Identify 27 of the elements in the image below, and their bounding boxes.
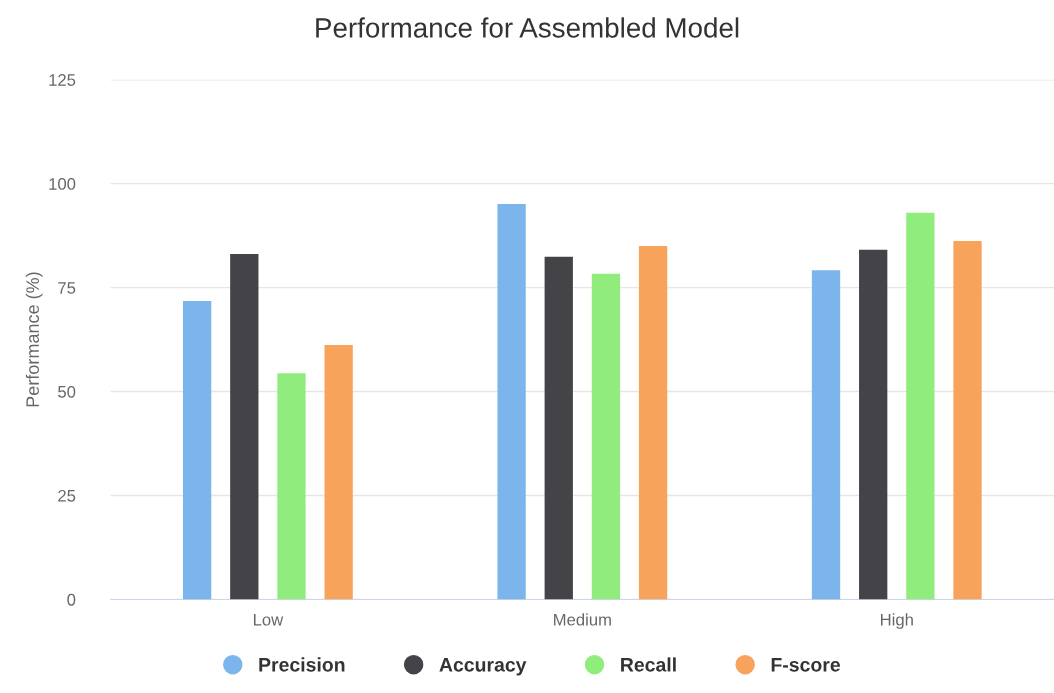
- y-axis-title: Performance (%): [25, 272, 43, 407]
- y-tick-label: 100: [49, 178, 76, 190]
- y-tick-label: 75: [58, 282, 76, 294]
- bar: [230, 253, 259, 600]
- chart-title: Performance for Assembled Model: [316, 17, 739, 38]
- y-tick-label: 0: [67, 593, 76, 606]
- bar: [497, 204, 526, 600]
- bar: [638, 246, 668, 600]
- y-tick-label: 50: [58, 385, 76, 398]
- legend-label: Precision: [259, 657, 345, 672]
- x-tick-label: Medium: [554, 613, 611, 626]
- bar: [182, 300, 212, 600]
- legend-label: F-score: [771, 658, 841, 672]
- bar: [953, 241, 982, 600]
- legend-label: Accuracy: [439, 658, 527, 676]
- x-tick-label: Low: [253, 613, 284, 626]
- bar: [906, 212, 935, 600]
- y-tick-label: 25: [58, 489, 76, 502]
- legend-label: Recall: [621, 657, 676, 672]
- bar: [277, 373, 306, 600]
- y-tick-label: 125: [49, 74, 76, 86]
- x-tick-label: High: [881, 613, 913, 629]
- bar: [324, 344, 353, 600]
- bar: [544, 256, 573, 600]
- bar: [591, 273, 621, 600]
- bar: [811, 270, 841, 600]
- bar: [859, 249, 888, 600]
